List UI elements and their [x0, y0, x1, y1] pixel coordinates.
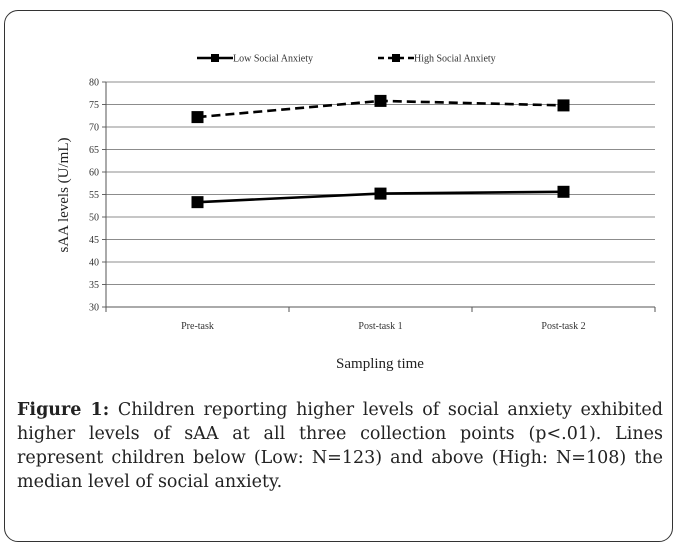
x-tick-label: Post-task 1: [358, 321, 402, 332]
figure-caption: Figure 1: Children reporting higher leve…: [17, 398, 663, 494]
x-tick-label: Post-task 2: [541, 321, 585, 332]
series: [191, 94, 570, 209]
y-tick-label: 70: [89, 123, 99, 134]
data-point: [191, 111, 204, 124]
caption-text: Children reporting higher levels of soci…: [17, 400, 663, 492]
legend-item-high: High Social Anxiety: [378, 54, 496, 65]
y-axis-title: sAA levels (U/mL): [56, 138, 72, 253]
legend-swatch-marker: [211, 54, 219, 62]
y-tick-label: 50: [89, 213, 99, 224]
legend-label: High Social Anxiety: [414, 54, 496, 65]
x-tick-label: Pre-task: [181, 321, 214, 332]
y-tick-label: 65: [89, 145, 99, 156]
grid-lines: [106, 81, 655, 285]
series-high-social-anxiety: [191, 94, 570, 124]
y-tick-label: 80: [89, 78, 99, 89]
figure-frame: [4, 10, 673, 542]
x-axis-title: Sampling time: [336, 356, 424, 372]
x-tick-labels: Pre-task Post-task 1 Post-task 2: [181, 321, 585, 332]
series-low-social-anxiety: [191, 185, 570, 209]
y-tick-label: 55: [89, 190, 99, 201]
y-tick-label: 45: [89, 235, 99, 246]
data-point: [374, 94, 387, 107]
y-tick-label: 35: [89, 280, 99, 291]
y-tick-label: 30: [89, 303, 99, 314]
legend-item-low: Low Social Anxiety: [197, 54, 313, 65]
data-point: [557, 185, 570, 198]
y-tick-label: 75: [89, 100, 99, 111]
y-tick-label: 60: [89, 168, 99, 179]
legend-label: Low Social Anxiety: [233, 54, 313, 65]
legend-swatch-marker: [392, 54, 400, 62]
data-point: [557, 99, 570, 112]
axes: [102, 81, 656, 312]
y-tick-labels: 30 35 40 45 50 55 60 65 70 75 80: [89, 78, 99, 314]
line-chart: 30 35 40 45 50 55 60 65 70 75 80 Pre-task Post-task…: [56, 54, 656, 372]
data-point: [374, 187, 387, 200]
legend: Low Social Anxiety High Social Anxiety: [197, 54, 496, 65]
data-point: [191, 196, 204, 209]
figure-label: Figure 1:: [17, 400, 110, 420]
y-tick-label: 40: [89, 258, 99, 269]
